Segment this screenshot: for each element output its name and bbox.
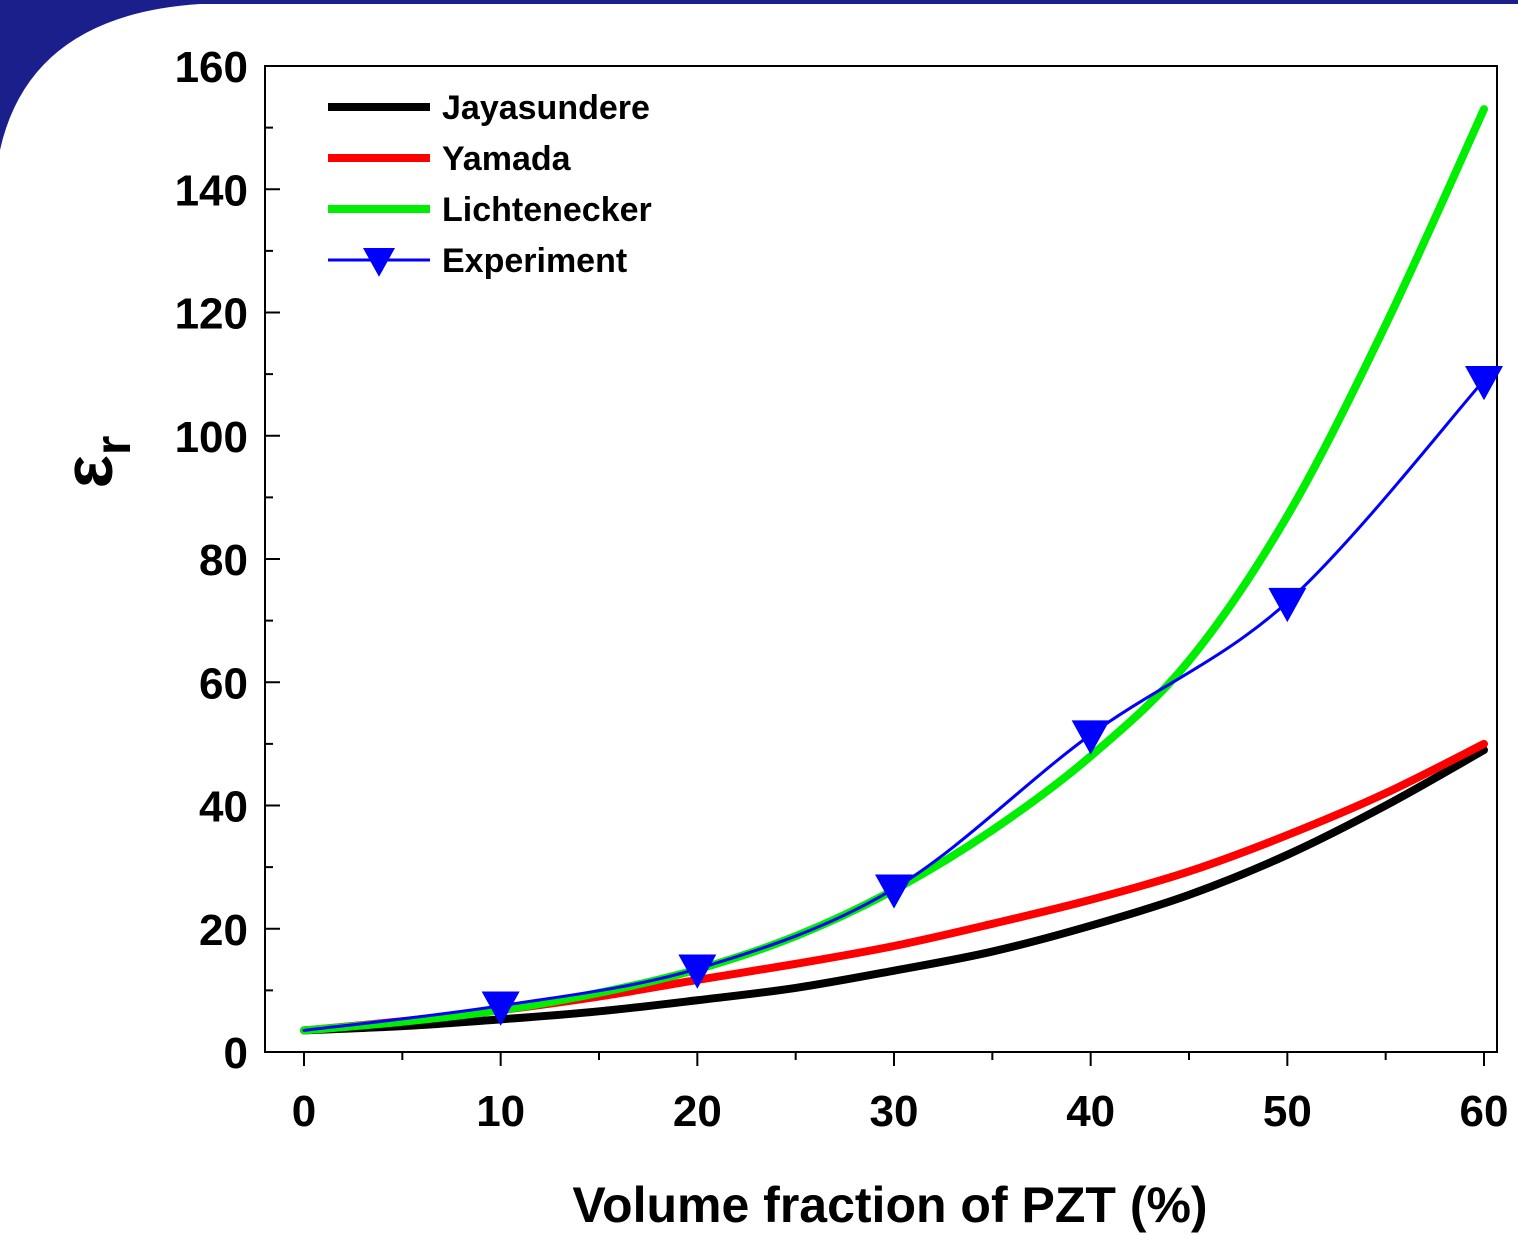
svg-text:εr: εr	[49, 436, 141, 489]
x-tick-label: 0	[292, 1087, 316, 1136]
x-tick-label: 30	[870, 1087, 919, 1136]
y-axis-subscript: r	[85, 436, 141, 455]
x-tick-label: 60	[1460, 1087, 1509, 1136]
legend-label: Jayasundere	[442, 89, 650, 127]
y-tick-label: 0	[224, 1029, 248, 1078]
y-tick-label: 160	[175, 43, 248, 92]
y-axis: 0 20 40 60 80 100 120 140 160	[175, 43, 280, 1078]
data-point-experiment	[1465, 366, 1503, 401]
legend-label: Experiment	[442, 242, 627, 280]
legend-label: Lichtenecker	[442, 191, 652, 229]
data-point-experiment	[1071, 720, 1110, 755]
y-axis-symbol: ε	[49, 455, 127, 488]
x-axis: 0 10 20 30 40 50 60	[292, 1052, 1509, 1136]
data-point-experiment	[678, 954, 717, 989]
y-tick-label: 140	[175, 166, 248, 215]
data-point-experiment	[481, 991, 520, 1026]
y-tick-label: 100	[175, 413, 248, 462]
x-axis-title: Volume fraction of PZT (%)	[572, 1177, 1207, 1233]
y-tick-label: 80	[199, 536, 248, 585]
y-tick-label: 40	[199, 783, 248, 832]
data-point-experiment	[1268, 587, 1307, 623]
legend-label: Yamada	[442, 140, 572, 178]
x-tick-label: 20	[673, 1087, 722, 1136]
series-line-lichtenecker	[300, 105, 1488, 1035]
x-tick-label: 50	[1263, 1087, 1312, 1136]
series-layer	[300, 105, 1503, 1035]
data-point-experiment	[875, 874, 913, 909]
legend: Jayasundere Yamada Lichtenecker Experiment	[328, 89, 652, 280]
y-tick-label: 20	[199, 906, 248, 955]
plot-area: 0 20 40 60 80 100 120 140 160 0 10 20 30 40 50 60	[175, 43, 1509, 1136]
legend-swatch-marker	[363, 248, 395, 277]
x-tick-label: 40	[1066, 1087, 1115, 1136]
y-tick-label: 120	[175, 290, 248, 339]
y-axis-title: εr	[49, 436, 141, 489]
y-tick-label: 60	[199, 659, 248, 708]
x-tick-label: 10	[476, 1087, 525, 1136]
